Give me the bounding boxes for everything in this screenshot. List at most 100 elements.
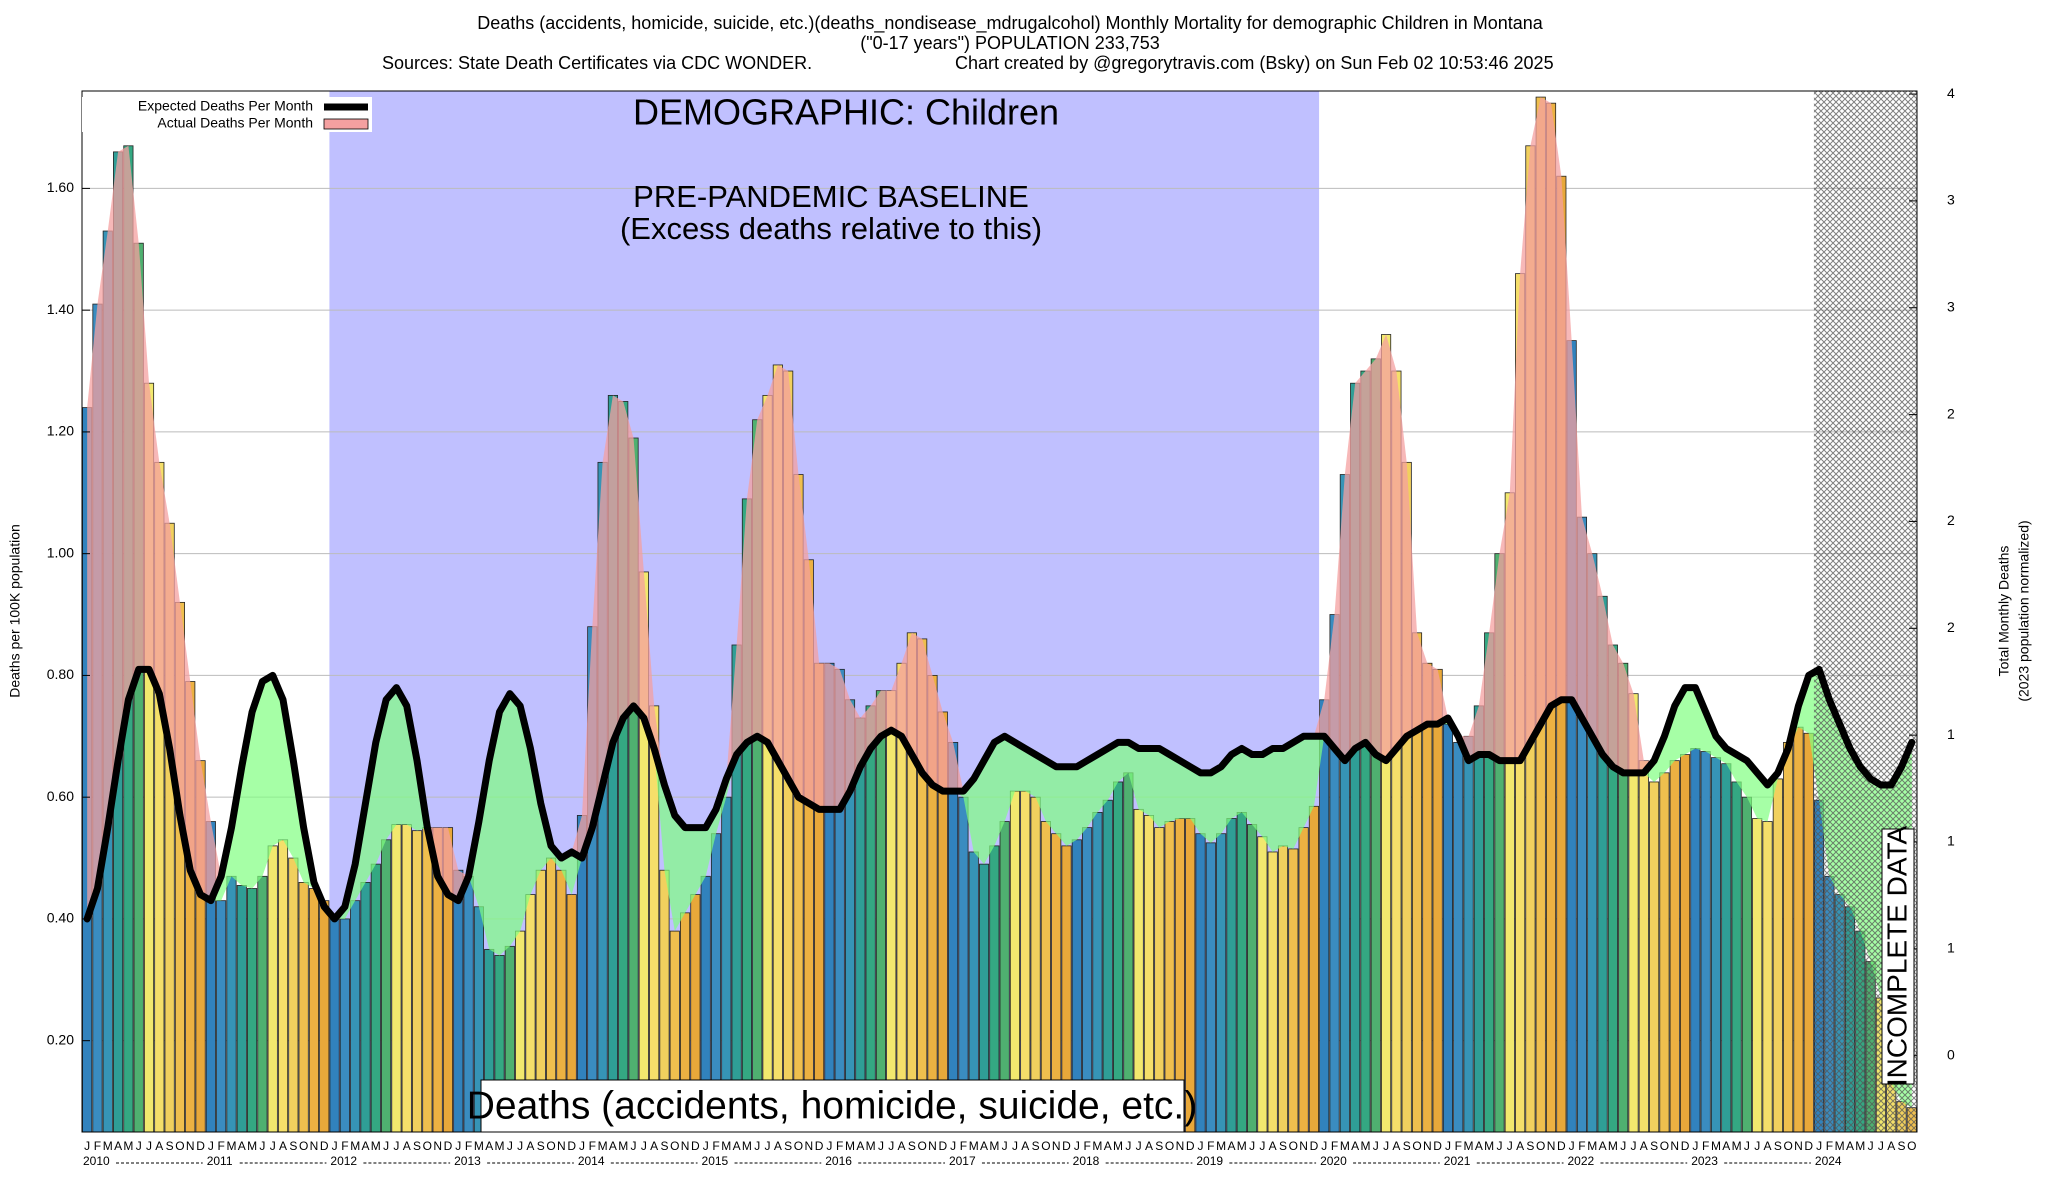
y2-tick-label: 2 xyxy=(1947,512,1955,528)
x-tick-label: J xyxy=(84,1139,90,1153)
y2-tick-label: 1 xyxy=(1947,833,1955,849)
x-tick-label: J xyxy=(1012,1139,1018,1153)
bar xyxy=(886,690,897,1133)
x-tick-label: M xyxy=(247,1139,257,1153)
x-tick-label: J xyxy=(1321,1139,1327,1153)
bar xyxy=(1247,824,1258,1133)
x-tick-label: A xyxy=(361,1139,369,1153)
x-tick-label: A xyxy=(279,1139,287,1153)
x-tick-label: J xyxy=(1002,1139,1008,1153)
bar xyxy=(288,857,299,1133)
x-tick-label: J xyxy=(1125,1139,1131,1153)
x-tick-label: F xyxy=(1578,1139,1585,1153)
x-tick-label: M xyxy=(1835,1139,1845,1153)
x-tick-label: D xyxy=(196,1139,205,1153)
x-tick-label: O xyxy=(1783,1139,1792,1153)
bar xyxy=(236,885,247,1133)
baseline-region xyxy=(329,91,1320,1132)
x-tick-label: S xyxy=(537,1139,545,1153)
bar xyxy=(298,882,309,1133)
x-tick-label: O xyxy=(1289,1139,1298,1153)
x-tick-label: S xyxy=(289,1139,297,1153)
x-tick-label: F xyxy=(836,1139,843,1153)
bar xyxy=(1257,836,1268,1133)
year-label: 2019 xyxy=(1196,1154,1223,1168)
x-tick-label: S xyxy=(1774,1139,1782,1153)
x-tick-label: J xyxy=(826,1139,832,1153)
x-tick-label: M xyxy=(495,1139,505,1153)
x-tick-label: M xyxy=(350,1139,360,1153)
x-tick-label: O xyxy=(1412,1139,1421,1153)
bar xyxy=(1123,772,1134,1133)
x-tick-label: D xyxy=(1804,1139,1813,1153)
x-tick-label: A xyxy=(155,1139,163,1153)
x-tick-label: J xyxy=(1631,1139,1637,1153)
bar xyxy=(339,918,350,1133)
x-tick-label: S xyxy=(1155,1139,1163,1153)
x-tick-label: A xyxy=(1104,1139,1112,1153)
x-tick-label: M xyxy=(474,1139,484,1153)
x-tick-label: O xyxy=(918,1139,927,1153)
x-tick-label: M xyxy=(618,1139,628,1153)
bar xyxy=(1741,796,1752,1133)
x-tick-label: S xyxy=(908,1139,916,1153)
x-tick-label: M xyxy=(1340,1139,1350,1153)
x-tick-label: S xyxy=(1032,1139,1040,1153)
x-tick-label: A xyxy=(1021,1139,1029,1153)
x-tick-label: N xyxy=(1299,1139,1308,1153)
x-tick-label: O xyxy=(1165,1139,1174,1153)
bar xyxy=(1649,781,1660,1133)
x-tick-label: O xyxy=(794,1139,803,1153)
x-tick-label: J xyxy=(641,1139,647,1153)
x-tick-label: M xyxy=(1216,1139,1226,1153)
bar xyxy=(1752,818,1763,1133)
x-tick-label: M xyxy=(1608,1139,1618,1153)
x-tick-label: N xyxy=(557,1139,566,1153)
x-tick-label: F xyxy=(712,1139,719,1153)
x-tick-label: N xyxy=(433,1139,442,1153)
x-tick-label: A xyxy=(980,1139,988,1153)
bar xyxy=(1298,827,1309,1133)
x-tick-label: F xyxy=(1455,1139,1462,1153)
x-tick-label: M xyxy=(598,1139,608,1153)
bar xyxy=(401,824,412,1133)
y2-tick-label: 2 xyxy=(1947,619,1955,635)
x-tick-label: D xyxy=(444,1139,453,1153)
x-tick-label: J xyxy=(136,1139,142,1153)
bar xyxy=(1669,760,1680,1133)
x-tick-label: D xyxy=(938,1139,947,1153)
x-tick-label: A xyxy=(898,1139,906,1153)
bar xyxy=(1432,668,1443,1133)
x-tick-label: J xyxy=(259,1139,265,1153)
x-tick-label: D xyxy=(815,1139,824,1153)
x-tick-label: D xyxy=(1433,1139,1442,1153)
x-tick-label: J xyxy=(765,1139,771,1153)
bar xyxy=(1236,811,1247,1133)
x-tick-label: J xyxy=(1744,1139,1750,1153)
bar xyxy=(1721,763,1732,1133)
x-tick-label: A xyxy=(1599,1139,1607,1153)
x-tick-label: J xyxy=(1507,1139,1513,1153)
x-tick-label: J xyxy=(1445,1139,1451,1153)
y-tick-label: 1.20 xyxy=(47,423,74,439)
year-label: 2012 xyxy=(330,1154,357,1168)
x-tick-label: S xyxy=(660,1139,668,1153)
bar xyxy=(1762,821,1773,1133)
x-tick-label: M xyxy=(1732,1139,1742,1153)
x-tick-label: J xyxy=(888,1139,894,1153)
x-tick-label: J xyxy=(1816,1139,1822,1153)
x-tick-label: A xyxy=(733,1139,741,1153)
bar xyxy=(1772,778,1783,1133)
x-tick-label: J xyxy=(208,1139,214,1153)
x-tick-label: J xyxy=(393,1139,399,1153)
x-tick-label: N xyxy=(1794,1139,1803,1153)
y2-tick-label: 3 xyxy=(1947,192,1955,208)
bar xyxy=(1442,723,1453,1133)
y2-tick-label: 1 xyxy=(1947,940,1955,956)
bar xyxy=(1112,781,1124,1133)
x-tick-label: N xyxy=(1547,1139,1556,1153)
bar xyxy=(226,875,237,1133)
x-tick-label: F xyxy=(960,1139,967,1153)
year-label: 2017 xyxy=(949,1154,976,1168)
x-tick-label: A xyxy=(1887,1139,1895,1153)
